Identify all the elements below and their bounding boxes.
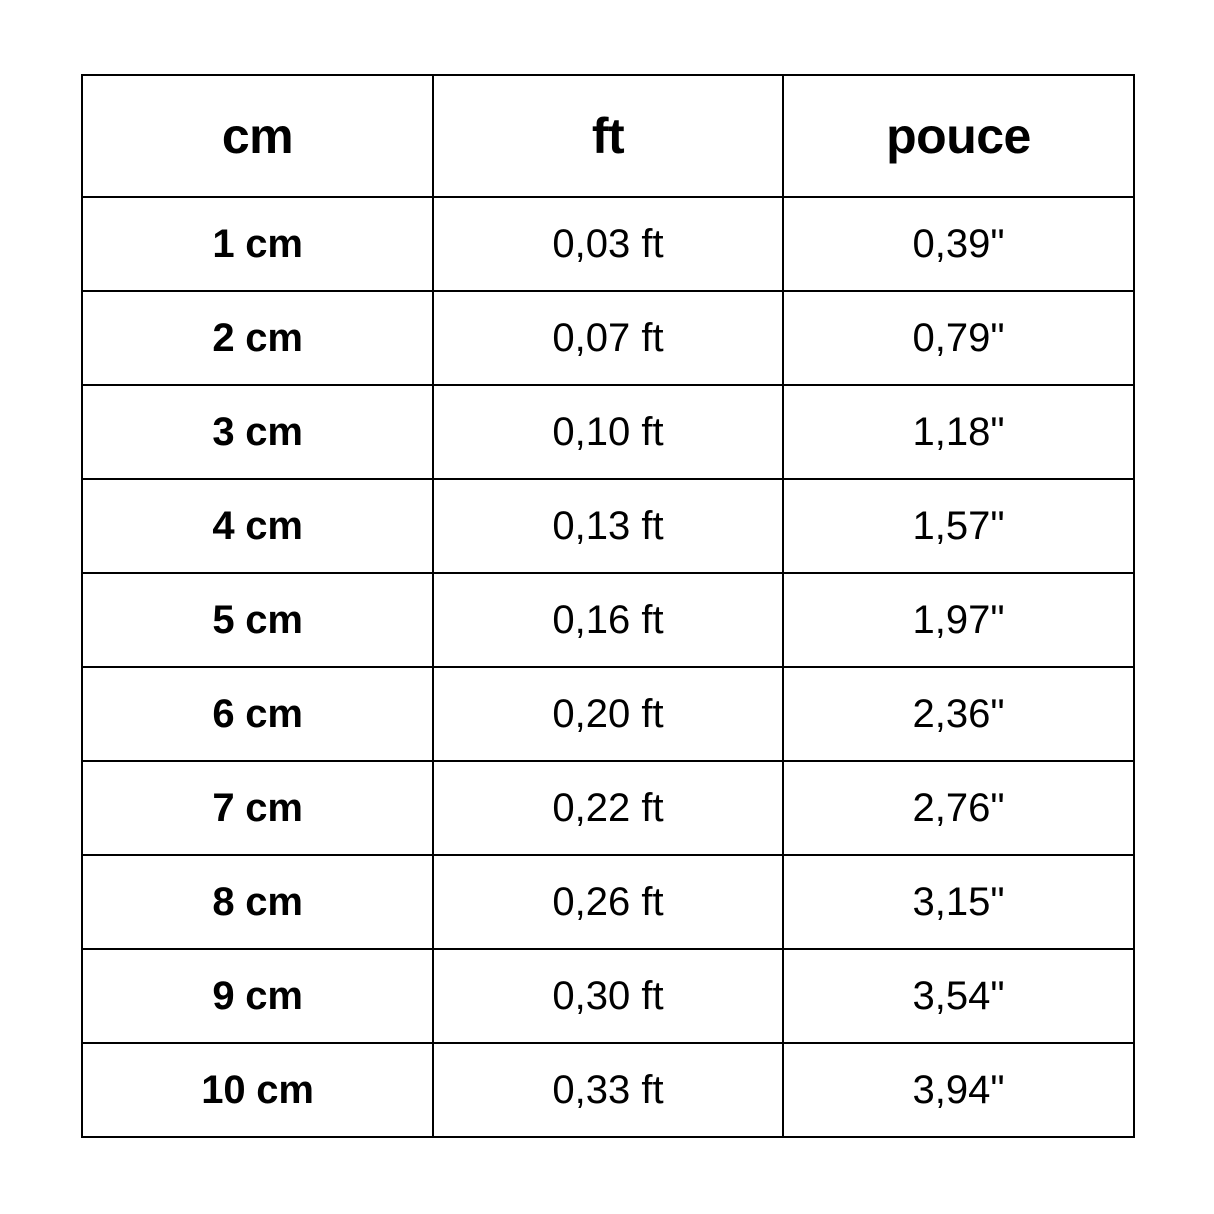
table-row: 6 cm 0,20 ft 2,36" [81,666,1135,762]
cell-ft: 0,07 ft [432,290,784,386]
table-row: 1 cm 0,03 ft 0,39" [81,196,1135,292]
cell-ft: 0,22 ft [432,760,784,856]
table-header: cm ft pouce [81,74,1135,198]
cell-ft: 0,03 ft [432,196,784,292]
cell-pouce: 0,39" [782,196,1135,292]
cell-ft: 0,16 ft [432,572,784,668]
cell-ft: 0,26 ft [432,854,784,950]
table-row: 7 cm 0,22 ft 2,76" [81,760,1135,856]
table-row: 2 cm 0,07 ft 0,79" [81,290,1135,386]
cell-pouce: 0,79" [782,290,1135,386]
cell-ft: 0,10 ft [432,384,784,480]
cell-pouce: 2,76" [782,760,1135,856]
cell-ft: 0,30 ft [432,948,784,1044]
table-row: 3 cm 0,10 ft 1,18" [81,384,1135,480]
cell-pouce: 3,15" [782,854,1135,950]
cell-cm: 8 cm [81,854,434,950]
cell-cm: 2 cm [81,290,434,386]
cell-cm: 3 cm [81,384,434,480]
cell-cm: 9 cm [81,948,434,1044]
column-header-cm: cm [81,74,434,198]
table-row: 8 cm 0,26 ft 3,15" [81,854,1135,950]
cell-pouce: 1,97" [782,572,1135,668]
cell-ft: 0,33 ft [432,1042,784,1138]
cell-cm: 10 cm [81,1042,434,1138]
cell-ft: 0,20 ft [432,666,784,762]
cell-ft: 0,13 ft [432,478,784,574]
cell-pouce: 3,54" [782,948,1135,1044]
table-body: 1 cm 0,03 ft 0,39" 2 cm 0,07 ft 0,79" 3 … [81,196,1135,1138]
cell-cm: 5 cm [81,572,434,668]
table-row: 9 cm 0,30 ft 3,54" [81,948,1135,1044]
table-header-row: cm ft pouce [81,74,1135,198]
cell-cm: 6 cm [81,666,434,762]
table-row: 4 cm 0,13 ft 1,57" [81,478,1135,574]
cell-cm: 4 cm [81,478,434,574]
cell-pouce: 3,94" [782,1042,1135,1138]
table-row: 10 cm 0,33 ft 3,94" [81,1042,1135,1138]
column-header-ft: ft [432,74,784,198]
cell-pouce: 1,18" [782,384,1135,480]
cell-cm: 1 cm [81,196,434,292]
column-header-pouce: pouce [782,74,1135,198]
cell-pouce: 1,57" [782,478,1135,574]
cell-pouce: 2,36" [782,666,1135,762]
cell-cm: 7 cm [81,760,434,856]
table-row: 5 cm 0,16 ft 1,97" [81,572,1135,668]
cm-to-ft-inches-conversion-table: cm ft pouce 1 cm 0,03 ft 0,39" 2 cm 0,07… [81,74,1135,1138]
